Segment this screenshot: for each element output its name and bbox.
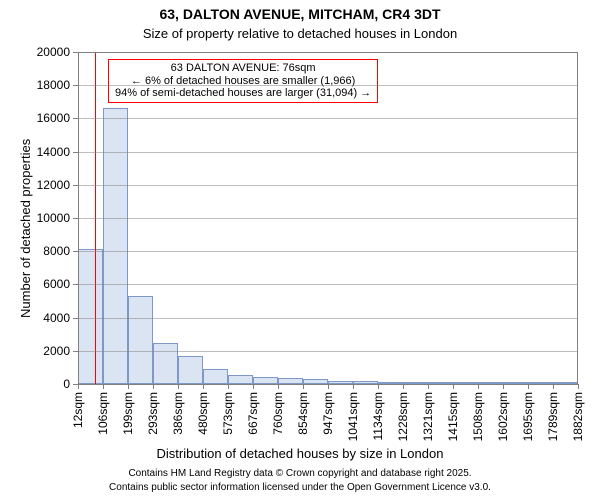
histogram-bar [203, 369, 228, 384]
footer-line1: Contains HM Land Registry data © Crown c… [0, 468, 600, 479]
x-tick-label: 480sqm [196, 392, 210, 435]
chart-container: { "title": { "line1": "63, DALTON AVENUE… [0, 0, 600, 500]
y-tick-label: 10000 [0, 211, 70, 225]
x-tick-label: 293sqm [146, 392, 160, 435]
histogram-bar [178, 356, 203, 384]
x-tick-label: 1321sqm [421, 392, 435, 441]
x-tick-label: 106sqm [96, 392, 110, 435]
y-tick-label: 16000 [0, 111, 70, 125]
x-tick-label: 667sqm [246, 392, 260, 435]
x-tick-label: 386sqm [171, 392, 185, 435]
x-tick-label: 573sqm [221, 392, 235, 435]
x-tick-label: 12sqm [71, 392, 85, 428]
x-tick-label: 1415sqm [446, 392, 460, 441]
chart-title-line2: Size of property relative to detached ho… [0, 26, 600, 41]
x-axis-label: Distribution of detached houses by size … [0, 446, 600, 461]
annotation-line: 94% of semi-detached houses are larger (… [115, 87, 371, 100]
x-tick-label: 1508sqm [471, 392, 485, 441]
y-tick-label: 0 [0, 377, 70, 391]
histogram-bar [103, 108, 128, 384]
y-tick-label: 6000 [0, 277, 70, 291]
x-tick-label: 1695sqm [521, 392, 535, 441]
histogram-bar [228, 375, 253, 384]
y-tick-label: 8000 [0, 244, 70, 258]
footer-line2: Contains public sector information licen… [0, 482, 600, 493]
chart-title-line1: 63, DALTON AVENUE, MITCHAM, CR4 3DT [0, 6, 600, 22]
x-tick-label: 199sqm [121, 392, 135, 435]
y-tick-label: 2000 [0, 344, 70, 358]
histogram-bar [128, 296, 153, 384]
y-tick-label: 18000 [0, 78, 70, 92]
annotation-box: 63 DALTON AVENUE: 76sqm← 6% of detached … [108, 59, 378, 103]
x-tick-label: 1789sqm [546, 392, 560, 441]
x-tick-label: 1228sqm [396, 392, 410, 441]
x-tick-label: 1134sqm [371, 392, 385, 440]
x-tick-label: 1882sqm [571, 392, 585, 441]
histogram-bar [153, 343, 178, 385]
y-tick-label: 4000 [0, 311, 70, 325]
x-tick-label: 854sqm [296, 392, 310, 435]
histogram-bar [78, 249, 103, 384]
y-tick-label: 20000 [0, 45, 70, 59]
x-tick-label: 1041sqm [346, 392, 360, 441]
y-tick-label: 12000 [0, 178, 70, 192]
histogram-bar [253, 377, 278, 384]
x-tick-label: 1602sqm [496, 392, 510, 441]
x-tick-label: 947sqm [321, 392, 335, 435]
annotation-line: 63 DALTON AVENUE: 76sqm [115, 62, 371, 75]
x-tick-label: 760sqm [271, 392, 285, 435]
y-tick-label: 14000 [0, 145, 70, 159]
